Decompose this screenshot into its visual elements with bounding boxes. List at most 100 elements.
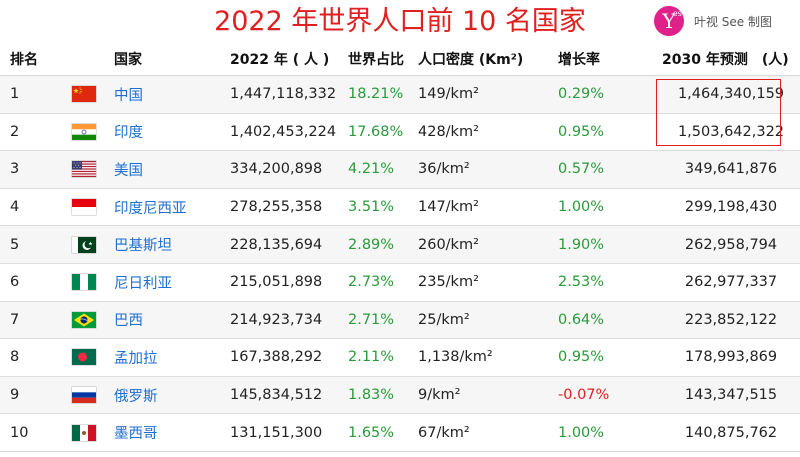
rank-cell: 4 — [0, 188, 72, 227]
header-growth: 增长率 — [558, 42, 662, 76]
country-link[interactable]: 巴基斯坦 — [114, 225, 230, 264]
proj2030-cell: 223,852,122 — [662, 301, 800, 340]
flag-cell — [72, 338, 114, 377]
share-cell: 2.89% — [348, 225, 418, 264]
proj2030-cell: 143,347,515 — [662, 376, 800, 415]
density-cell: 1,138/km² — [418, 338, 558, 377]
share-cell: 4.21% — [348, 150, 418, 189]
table-row: 2 印度 1,402,453,224 17.68% 428/km² 0.95% 1,503,… — [0, 113, 800, 152]
proj2030-cell: 1,503,642,322 — [662, 113, 800, 152]
table-row: 10 墨西哥 131,151,300 1.65% 67/km² 1.00% 140,875,… — [0, 413, 800, 452]
nigeria-flag-icon — [72, 274, 96, 291]
flag-cell — [72, 188, 114, 227]
country-link[interactable]: 印度 — [114, 113, 230, 152]
growth-cell: 0.64% — [558, 301, 662, 340]
bangladesh-flag-icon — [72, 349, 96, 366]
density-cell: 25/km² — [418, 301, 558, 340]
page-title: 2022 年世界人口前 10 名国家 — [214, 6, 586, 37]
header-rank: 排名 — [0, 42, 72, 76]
density-cell: 235/km² — [418, 263, 558, 302]
share-cell: 3.51% — [348, 188, 418, 227]
pop2022-cell: 1,402,453,224 — [230, 113, 348, 152]
density-cell: 149/km² — [418, 75, 558, 114]
density-cell: 147/km² — [418, 188, 558, 227]
population-table: 排名 国家 2022 年 ( 人 ) 世界占比 人口密度 (Km²) 增长率 2… — [0, 42, 800, 452]
mexico-flag-icon — [72, 424, 96, 441]
header-share: 世界占比 — [348, 42, 418, 76]
usa-flag-icon — [72, 161, 96, 178]
flag-cell — [72, 225, 114, 264]
proj2030-cell: 178,993,869 — [662, 338, 800, 377]
pop2022-cell: 1,447,118,332 — [230, 75, 348, 114]
growth-cell: 2.53% — [558, 263, 662, 302]
growth-cell: 0.29% — [558, 75, 662, 114]
table-row: 5 巴基斯坦 228,135,694 2.89% 260/km² 1.90% 262,958… — [0, 225, 800, 264]
flag-cell — [72, 263, 114, 302]
density-cell: 9/km² — [418, 376, 558, 415]
share-cell: 18.21% — [348, 75, 418, 114]
pop2022-cell: 131,151,300 — [230, 413, 348, 452]
china-flag-icon — [72, 86, 96, 103]
russia-flag-icon — [72, 387, 96, 404]
pop2022-cell: 214,923,734 — [230, 301, 348, 340]
header-country: 国家 — [114, 42, 230, 76]
pakistan-flag-icon — [72, 236, 96, 253]
share-cell: 1.83% — [348, 376, 418, 415]
table-row: 8 孟加拉 167,388,292 2.11% 1,138/km² 0.95% 178,99… — [0, 338, 800, 377]
country-link[interactable]: 印度尼西亚 — [114, 188, 230, 227]
country-link[interactable]: 墨西哥 — [114, 413, 230, 452]
proj2030-cell: 262,958,794 — [662, 225, 800, 264]
country-link[interactable]: 俄罗斯 — [114, 376, 230, 415]
share-cell: 17.68% — [348, 113, 418, 152]
india-flag-icon — [72, 123, 96, 140]
rank-cell: 10 — [0, 413, 72, 452]
pop2022-cell: 228,135,694 — [230, 225, 348, 264]
header-flag — [72, 42, 114, 76]
pop2022-cell: 145,834,512 — [230, 376, 348, 415]
header-pop2022: 2022 年 ( 人 ) — [230, 42, 348, 76]
growth-cell: 1.00% — [558, 413, 662, 452]
growth-cell: 0.57% — [558, 150, 662, 189]
share-cell: 1.65% — [348, 413, 418, 452]
proj2030-cell: 349,641,876 — [662, 150, 800, 189]
header-density: 人口密度 (Km²) — [418, 42, 558, 76]
rank-cell: 3 — [0, 150, 72, 189]
flag-cell — [72, 150, 114, 189]
table-row: 3 美国 334,200,898 4.21% 36/km² 0.57% 349,641,87… — [0, 150, 800, 189]
country-link[interactable]: 美国 — [114, 150, 230, 189]
brazil-flag-icon — [72, 311, 96, 328]
country-link[interactable]: 巴西 — [114, 301, 230, 340]
table-row: 4 印度尼西亚 278,255,358 3.51% 147/km² 1.00% 299,19… — [0, 188, 800, 227]
growth-cell: 0.95% — [558, 338, 662, 377]
pop2022-cell: 334,200,898 — [230, 150, 348, 189]
rank-cell: 6 — [0, 263, 72, 302]
density-cell: 67/km² — [418, 413, 558, 452]
share-cell: 2.71% — [348, 301, 418, 340]
country-link[interactable]: 中国 — [114, 75, 230, 114]
proj2030-cell: 1,464,340,159 — [662, 75, 800, 114]
growth-cell: 1.90% — [558, 225, 662, 264]
proj2030-cell: 299,198,430 — [662, 188, 800, 227]
flag-cell — [72, 75, 114, 114]
share-cell: 2.73% — [348, 263, 418, 302]
rank-cell: 2 — [0, 113, 72, 152]
table-row: 6 尼日利亚 215,051,898 2.73% 235/km² 2.53% 262,977… — [0, 263, 800, 302]
table-row: 7 巴西 214,923,734 2.71% 25/km² 0.64% 223,852,12… — [0, 301, 800, 340]
highlight-box — [656, 79, 781, 146]
growth-cell: 1.00% — [558, 188, 662, 227]
proj2030-cell: 140,875,762 — [662, 413, 800, 452]
density-cell: 428/km² — [418, 113, 558, 152]
country-link[interactable]: 尼日利亚 — [114, 263, 230, 302]
pop2022-cell: 215,051,898 — [230, 263, 348, 302]
flag-cell — [72, 376, 114, 415]
table-row: 1 中国 1,447,118,332 18.21% 149/km² 0.29% 1,464,… — [0, 75, 800, 114]
header-proj2030: 2030 年预测 (人) — [662, 42, 800, 76]
share-cell: 2.11% — [348, 338, 418, 377]
rank-cell: 8 — [0, 338, 72, 377]
pop2022-cell: 167,388,292 — [230, 338, 348, 377]
country-link[interactable]: 孟加拉 — [114, 338, 230, 377]
flag-cell — [72, 113, 114, 152]
rank-cell: 7 — [0, 301, 72, 340]
